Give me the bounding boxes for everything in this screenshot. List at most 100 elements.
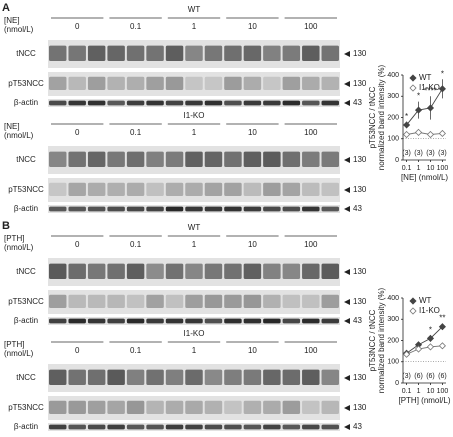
blot-band [224, 182, 242, 196]
blot-band [107, 369, 125, 385]
blot-band [282, 182, 301, 196]
blot-band [126, 100, 145, 106]
blot-band [49, 369, 67, 385]
blot-band [321, 263, 339, 279]
blot-band [107, 151, 125, 167]
series-line [406, 345, 443, 355]
blot-band [321, 151, 339, 167]
x-tick-label: 0.1 [402, 165, 412, 172]
marker-arrow [344, 206, 350, 212]
y-tick-label: 100 [387, 359, 399, 366]
significance: * [405, 112, 408, 121]
data-point [403, 350, 411, 358]
blot-band [146, 424, 164, 430]
x-tick-label: 1 [417, 388, 421, 395]
blot-band [185, 318, 203, 324]
panel-letter: B [2, 220, 10, 232]
blot-band [49, 263, 67, 279]
blot-band [224, 100, 242, 106]
marker-size: 43 [353, 422, 362, 431]
x-axis-label: [PTH] (nmol/L) [398, 396, 450, 405]
blot-band [263, 76, 281, 90]
blot-band [321, 369, 339, 385]
blot-band [302, 206, 320, 212]
blot-band [146, 294, 164, 308]
legend-marker [409, 84, 417, 92]
data-point [426, 130, 435, 139]
legend-label: I1-KO [419, 83, 440, 92]
blot-band [87, 400, 106, 414]
panel-letter: A [2, 2, 10, 14]
blot-band [146, 400, 164, 414]
n-label: (6) [414, 373, 423, 380]
y-tick-label: 300 [387, 93, 399, 100]
dose-value: 0 [75, 346, 80, 355]
blot-band [185, 400, 203, 414]
blot-band [282, 369, 301, 385]
blot-band [107, 294, 125, 308]
blot-band [224, 206, 242, 212]
legend-marker [409, 74, 417, 82]
x-tick-label: 0.1 [402, 388, 412, 395]
blot-band [146, 76, 164, 90]
blot-band [87, 182, 106, 196]
data-point [426, 104, 435, 112]
blot-band [126, 45, 145, 61]
n-label: (6) [426, 373, 435, 380]
blot-band [126, 369, 145, 385]
blot-band [126, 294, 145, 308]
blot-band [165, 369, 184, 385]
blot-band [107, 45, 125, 61]
blot-band [263, 318, 281, 324]
blot-band [146, 206, 164, 212]
blot-band [243, 206, 262, 212]
row-label: pT53NCC [8, 185, 44, 194]
blot-band [263, 369, 281, 385]
blot-band [243, 424, 262, 430]
dose-value: 1 [192, 22, 197, 31]
blot-band [282, 263, 301, 279]
blot-band [107, 182, 125, 196]
blot-band [243, 318, 262, 324]
x-tick-label: 10 [427, 165, 435, 172]
blot-band [146, 182, 164, 196]
marker-size: 130 [353, 79, 367, 88]
blot-band [263, 151, 281, 167]
marker-size: 130 [353, 185, 367, 194]
blot-band [302, 369, 320, 385]
blot-band [282, 294, 301, 308]
blot-band [243, 100, 262, 106]
marker-arrow [344, 424, 350, 430]
legend-label: WT [419, 73, 432, 82]
blot-band [126, 424, 145, 430]
blot-band [282, 206, 301, 212]
dose-label: (nmol/L) [4, 349, 34, 358]
blot-band [165, 263, 184, 279]
x-axis-label: [NE] (nmol/L) [401, 173, 448, 182]
marker-size: 130 [353, 49, 367, 58]
data-point [426, 343, 435, 351]
n-label: (6) [438, 373, 447, 380]
blot-band [146, 263, 164, 279]
significance: * [441, 69, 444, 78]
dose-value: 100 [304, 128, 318, 137]
blot-band [204, 206, 223, 212]
blot-band [263, 294, 281, 308]
blot-band [282, 318, 301, 324]
blot-band [107, 424, 125, 430]
y-axis-label: normalized band intensity (%) [377, 64, 386, 170]
series-line [406, 326, 443, 354]
blot-band [126, 206, 145, 212]
blot-band [224, 263, 242, 279]
dose-value: 0.1 [130, 346, 142, 355]
marker-arrow [344, 318, 350, 324]
y-tick-label: 0 [395, 157, 399, 164]
blot-band [68, 424, 86, 430]
x-tick-label: 100 [437, 165, 449, 172]
dose-value: 10 [248, 240, 257, 249]
x-tick-label: 1 [417, 165, 421, 172]
marker-arrow [344, 269, 350, 275]
row-label: β-actin [14, 422, 38, 431]
blot-band [185, 294, 203, 308]
data-point [426, 334, 435, 342]
